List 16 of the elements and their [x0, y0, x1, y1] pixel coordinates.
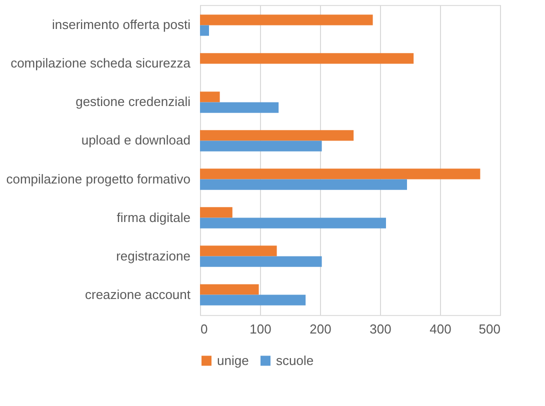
y-tick-label: gestione credenziali: [76, 94, 191, 110]
y-tick-label: compilazione scheda sicurezza: [10, 56, 192, 71]
x-tick-label: 500: [478, 322, 500, 336]
x-tick-label: 300: [370, 322, 392, 336]
y-tick-label: firma digitale: [116, 210, 190, 225]
legend-label: scuole: [276, 352, 314, 368]
x-tick-label: 0: [200, 322, 208, 336]
x-tick-label: 200: [310, 322, 332, 336]
y-tick-label: upload e download: [81, 132, 190, 148]
x-tick-label: 100: [250, 322, 272, 336]
y-tick-label: registrazione: [116, 248, 190, 264]
legend-label: unige: [217, 352, 249, 368]
y-tick-label: compilazione progetto formativo: [6, 171, 190, 186]
x-tick-label: 400: [430, 322, 452, 336]
y-tick-label: creazione account: [84, 286, 191, 302]
y-tick-label: inserimento offerta posti: [52, 17, 191, 32]
